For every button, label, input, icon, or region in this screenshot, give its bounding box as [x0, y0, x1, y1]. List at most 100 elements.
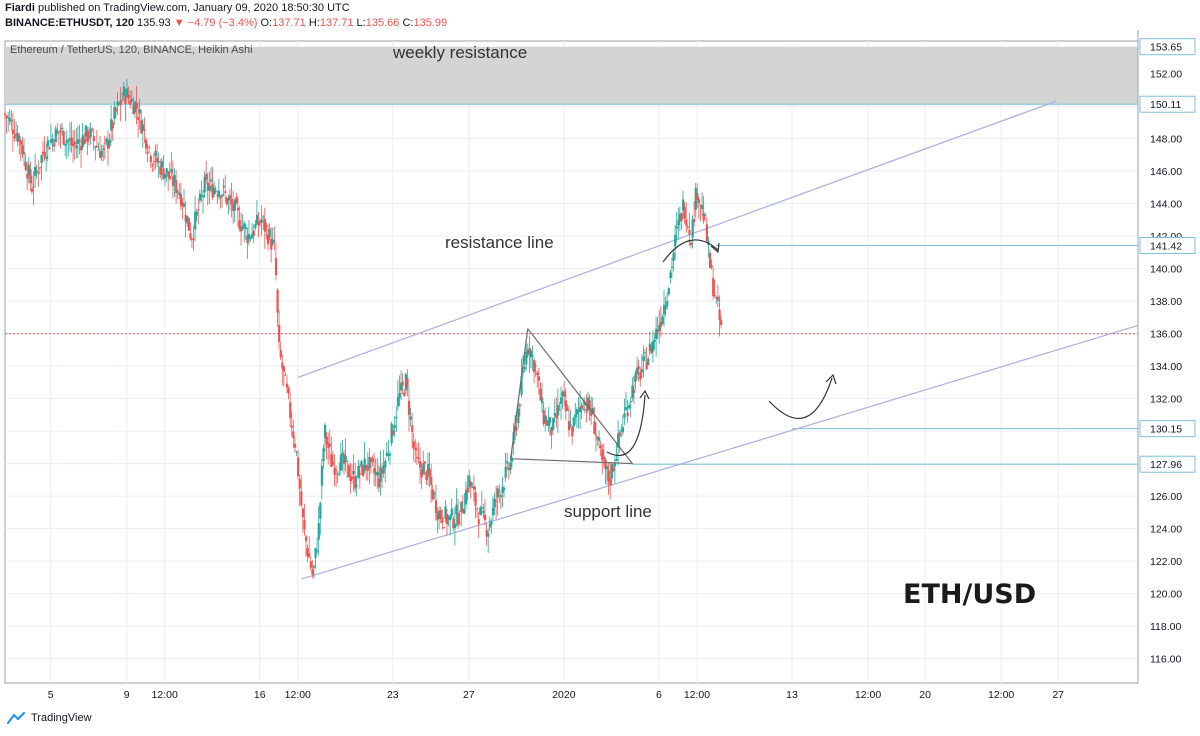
candle-body — [108, 139, 111, 147]
candle-body — [696, 193, 699, 200]
candle-body — [138, 109, 141, 114]
level-tag-label: 127.96 — [1150, 459, 1182, 471]
candle-body — [670, 266, 674, 268]
candle-body — [16, 133, 19, 142]
candle-body — [331, 462, 335, 465]
top-arrow-head-icon — [710, 242, 720, 254]
candle-body — [13, 136, 16, 139]
candle-body — [282, 366, 286, 372]
candle-body — [379, 467, 382, 482]
candle-body — [457, 513, 460, 526]
candle-body — [484, 514, 487, 521]
candle-body — [407, 400, 411, 416]
candle-body — [221, 194, 224, 197]
candle-body — [590, 410, 593, 416]
candle-body — [168, 176, 171, 180]
candle-body — [162, 168, 165, 179]
candle-body — [373, 468, 376, 473]
candle-body — [699, 204, 702, 206]
candle-body — [564, 400, 567, 411]
y-tick-label: 116.00 — [1150, 654, 1181, 666]
candle-body — [396, 397, 400, 407]
candle-body — [490, 520, 493, 526]
candle-body — [567, 421, 571, 431]
x-tick-label: 12:00 — [855, 689, 881, 701]
candle-body — [628, 405, 631, 409]
candle-body — [472, 486, 476, 490]
candle-body — [417, 457, 420, 459]
candle-body — [278, 325, 281, 342]
candle-body — [537, 376, 541, 381]
candle-body — [528, 348, 531, 356]
tradingview-logo-icon — [7, 712, 26, 724]
candle-body — [689, 242, 693, 245]
candle-body — [86, 130, 89, 142]
candle-body — [387, 454, 390, 457]
candle-body — [132, 105, 135, 115]
y-tick-label: 146.00 — [1150, 166, 1182, 178]
pair-label: ETH/USD — [903, 579, 1036, 610]
candle-body — [377, 479, 381, 488]
candle-body — [648, 343, 651, 351]
candle-body — [113, 107, 116, 119]
candle-body — [333, 468, 336, 475]
candle-body — [536, 372, 539, 376]
candle-body — [274, 258, 278, 276]
candle-body — [357, 466, 360, 478]
candle-body — [97, 149, 100, 151]
candle-body — [659, 321, 663, 327]
candle-body — [520, 376, 523, 395]
candle-body — [266, 234, 270, 245]
candle-body — [541, 397, 544, 404]
candle-body — [691, 219, 694, 238]
candle-body — [276, 289, 279, 313]
candle-body — [5, 115, 8, 118]
candle-body — [425, 472, 428, 481]
candle-body — [122, 86, 126, 96]
candle-body — [602, 456, 606, 460]
candle-body — [87, 137, 91, 139]
candle-body — [441, 517, 444, 523]
candle-body — [672, 252, 675, 261]
candle-body — [45, 156, 48, 159]
candle-body — [582, 408, 585, 410]
candle-body — [398, 393, 401, 398]
candle-body — [651, 341, 655, 352]
candle-body — [404, 374, 407, 391]
candle-body — [463, 509, 466, 514]
candle-body — [366, 466, 369, 471]
candle-body — [430, 476, 433, 486]
candle-body — [553, 413, 556, 417]
candle-body — [240, 227, 243, 232]
candle-body — [186, 216, 189, 224]
x-tick-label: 6 — [656, 689, 662, 701]
candle-body — [170, 168, 173, 173]
candle-body — [43, 152, 46, 157]
candle-body — [533, 360, 536, 373]
candle-body — [81, 135, 84, 148]
projection-arrow-head-icon — [825, 373, 837, 385]
high-value: 137.71 — [319, 17, 354, 29]
candle-body — [192, 238, 195, 240]
candle-body — [507, 467, 510, 471]
candle-body — [414, 447, 417, 451]
candle-body — [422, 463, 425, 475]
candle-body — [487, 532, 490, 537]
candle-body — [529, 350, 533, 358]
x-tick-label: 5 — [48, 689, 54, 701]
candle-body — [358, 473, 362, 475]
candle-body — [495, 500, 498, 502]
candle-body — [415, 457, 419, 459]
candle-body — [534, 365, 537, 367]
candle-body — [100, 150, 103, 157]
candle-body — [213, 187, 216, 195]
candle-body — [343, 454, 346, 464]
candle-body — [265, 225, 268, 227]
candle-body — [596, 436, 599, 440]
candle-body — [469, 481, 472, 487]
candle-body — [716, 296, 720, 301]
candle-body — [56, 130, 59, 133]
y-tick-label: 134.00 — [1150, 361, 1182, 373]
resistance-line-label: resistance line — [445, 233, 554, 252]
